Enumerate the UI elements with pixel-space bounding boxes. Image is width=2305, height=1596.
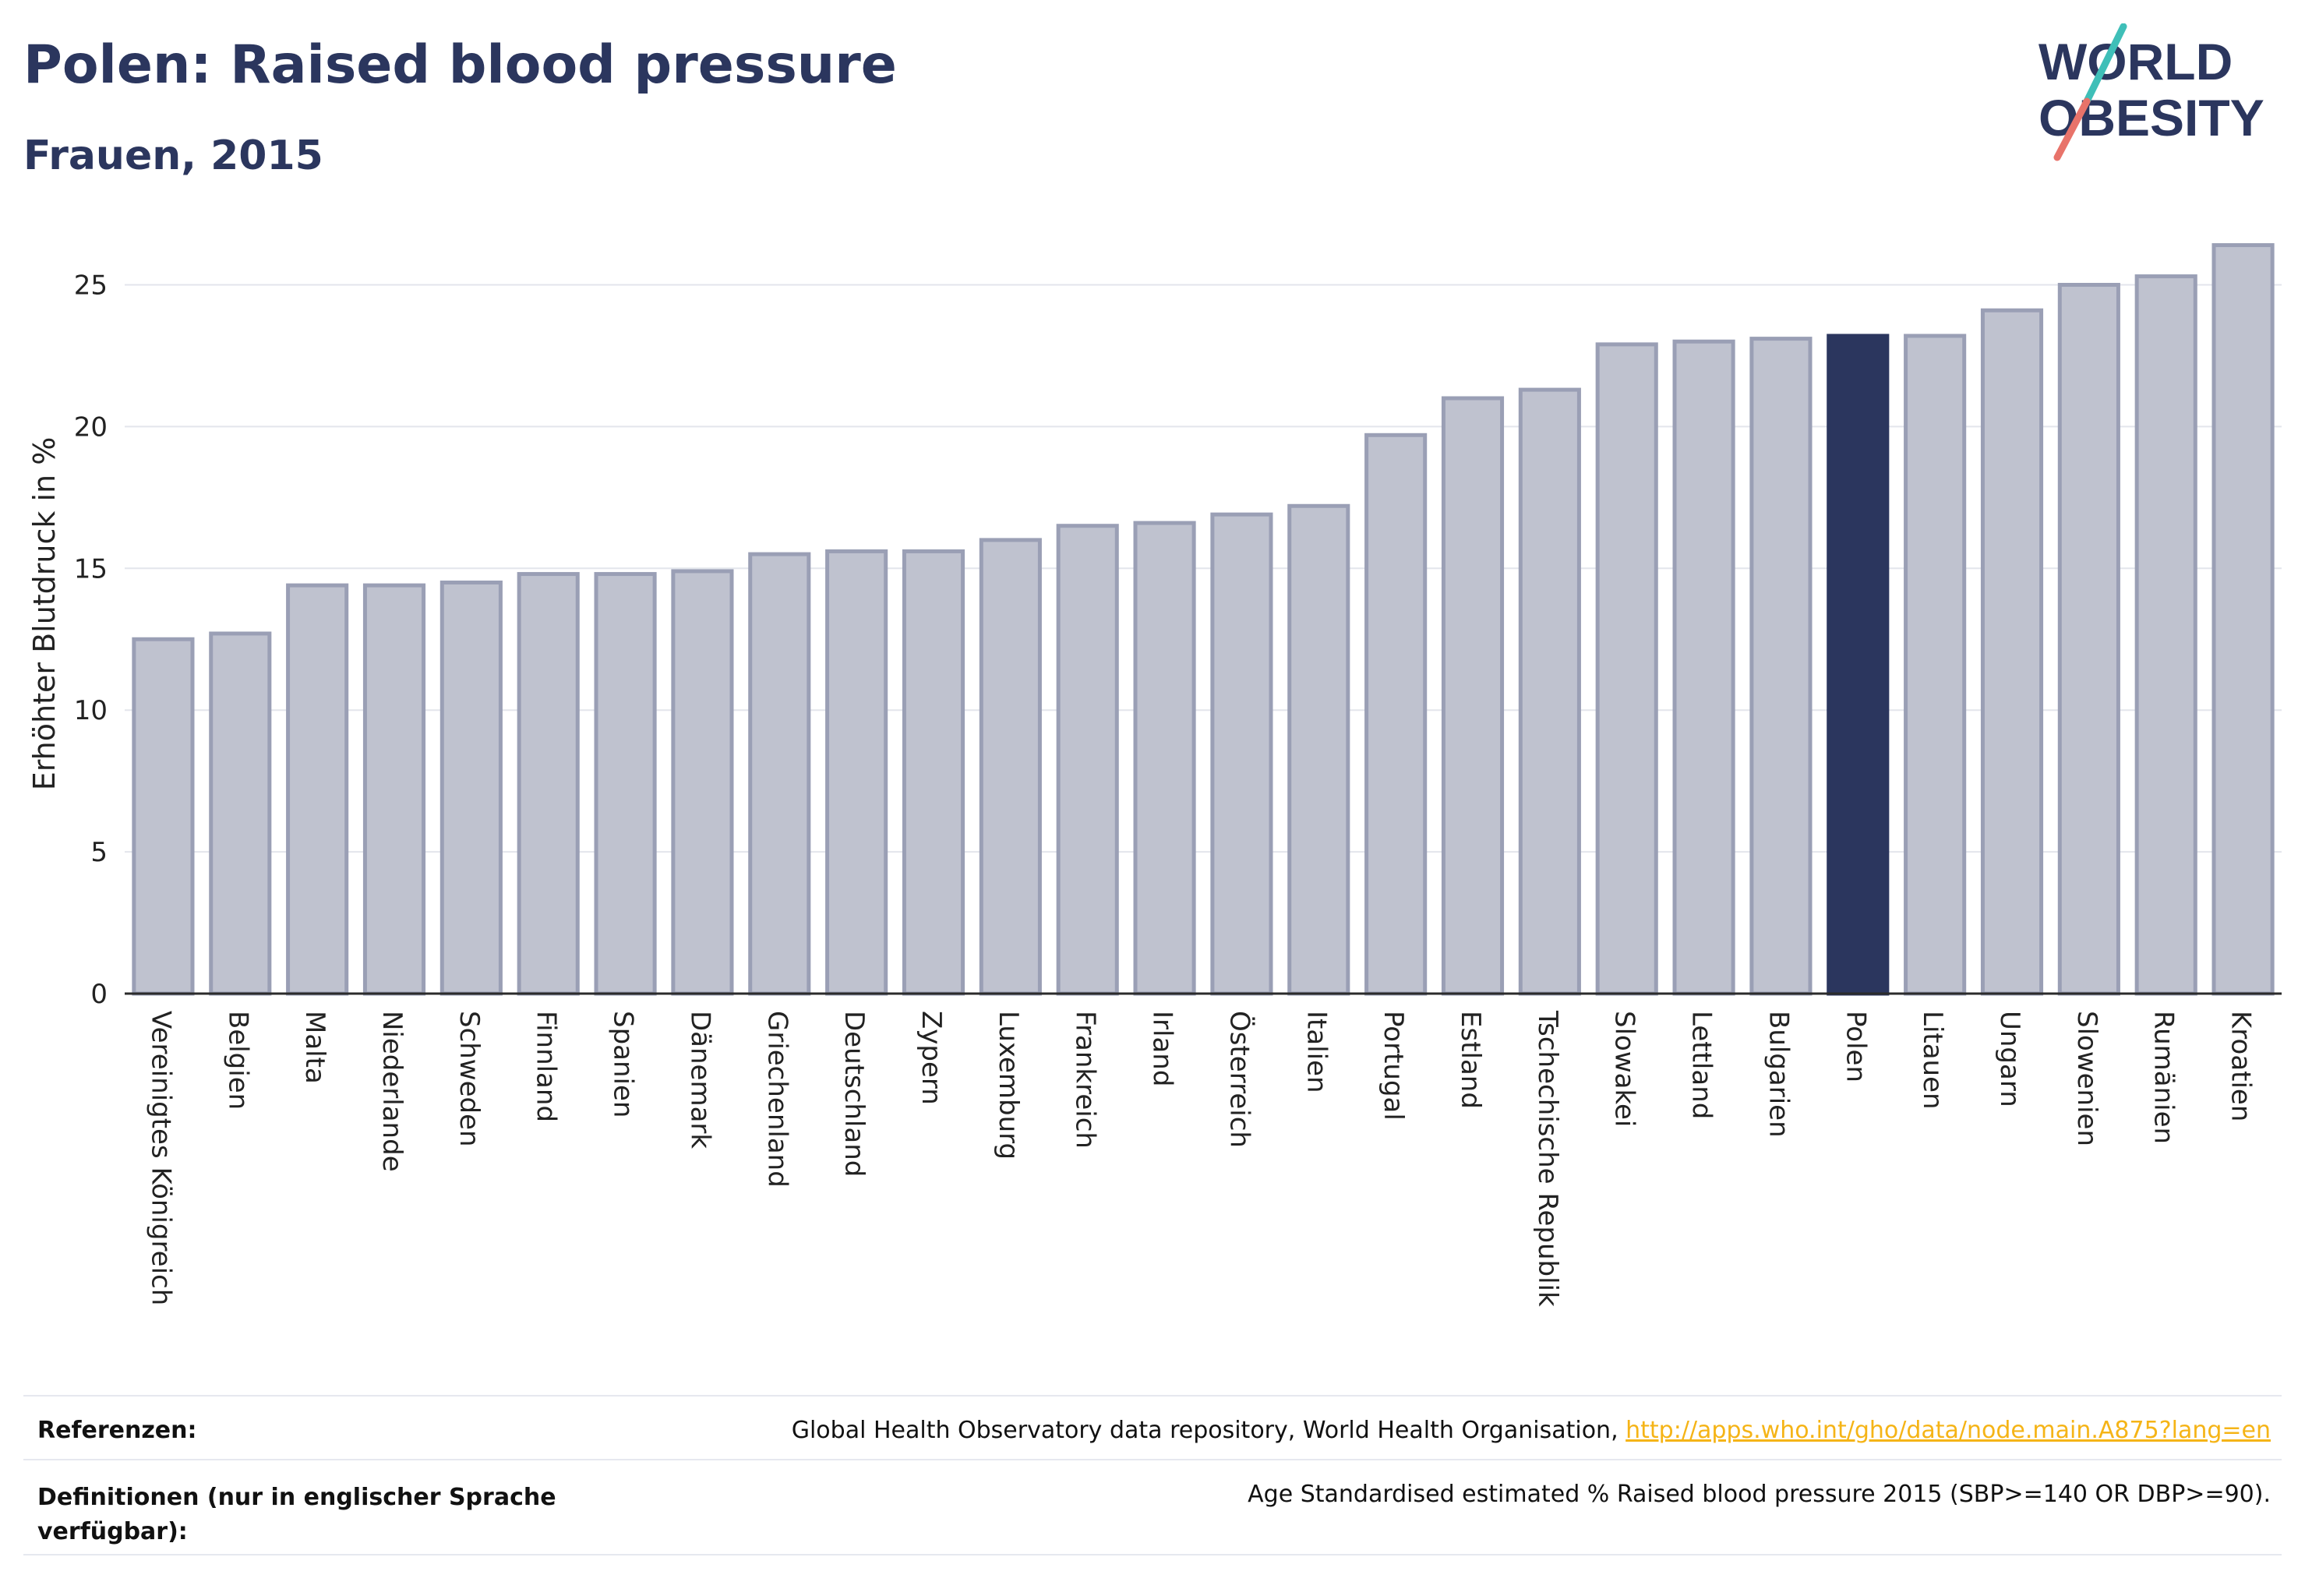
- chart-subtitle: Frauen, 2015: [23, 132, 323, 179]
- bar-malta: [286, 583, 349, 996]
- y-tick-label: 5: [90, 837, 108, 868]
- x-tick-label: Portugal: [1378, 1011, 1409, 1121]
- bar-österreich: [1210, 512, 1273, 996]
- x-tick-label: Luxemburg: [993, 1011, 1024, 1160]
- footer-divider-middle: [23, 1459, 2282, 1460]
- x-tick-label: Irland: [1147, 1011, 1178, 1086]
- x-tick-label: Slowenien: [2071, 1011, 2102, 1146]
- x-tick-label: Italien: [1301, 1011, 1332, 1093]
- definitions-text: Age Standardised estimated % Raised bloo…: [1248, 1481, 2271, 1508]
- bar-portugal: [1364, 433, 1428, 996]
- bar-belgien: [209, 631, 272, 996]
- x-tick-label: Rumänien: [2148, 1011, 2180, 1144]
- references-link[interactable]: http://apps.who.int/gho/data/node.main.A…: [1626, 1417, 2271, 1444]
- bar-niederlande: [362, 583, 426, 996]
- x-tick-label: Niederlande: [376, 1011, 408, 1172]
- footer-divider-top: [23, 1395, 2282, 1396]
- x-tick-label: Malta: [299, 1011, 330, 1084]
- x-tick-label: Frankreich: [1070, 1011, 1101, 1149]
- references-text: Global Health Observatory data repositor…: [792, 1417, 2271, 1444]
- bar-finnland: [517, 572, 580, 996]
- x-tick-label: Belgien: [222, 1011, 253, 1110]
- y-tick-label: 20: [74, 411, 108, 443]
- x-tick-label: Polen: [1840, 1011, 1871, 1082]
- world-obesity-logo: WORLD OBESITY: [2038, 23, 2264, 161]
- x-tick-label: Ungarn: [1994, 1011, 2025, 1107]
- bar-irland: [1133, 521, 1196, 996]
- bar-griechenland: [748, 552, 811, 996]
- bars: [132, 243, 2275, 996]
- x-tick-label: Estland: [1455, 1011, 1486, 1109]
- x-tick-label: Österreich: [1223, 1011, 1255, 1148]
- logo-line1: WORLD: [2038, 33, 2233, 90]
- bar-deutschland: [825, 549, 888, 996]
- definitions-label: Definitionen (nur in englischer Sprache …: [37, 1484, 556, 1545]
- y-axis-label: Erhöhter Blutdruck in %: [27, 437, 62, 791]
- x-tick-label: Spanien: [608, 1011, 639, 1118]
- references-source: Global Health Observatory data repositor…: [791, 1417, 1626, 1444]
- bar-slowenien: [2057, 282, 2120, 996]
- logo-slash-teal: [2083, 23, 2127, 105]
- x-tick-label: Kroatien: [2226, 1011, 2257, 1121]
- logo-slash-coral: [2053, 97, 2091, 161]
- footer-divider-bottom: [23, 1554, 2282, 1555]
- x-tick-label: Vereinigtes Königreich: [145, 1011, 176, 1305]
- bar-zypern: [902, 549, 965, 996]
- bar-tschechische-republik: [1518, 387, 1581, 996]
- bar-polen: [1827, 334, 1890, 996]
- x-tick-label: Bulgarien: [1763, 1011, 1794, 1138]
- bar-rumänien: [2134, 274, 2197, 996]
- x-tick-label: Lettland: [1686, 1011, 1717, 1119]
- bar-vereinigtes-königreich: [132, 637, 195, 996]
- x-tick-label: Tschechische Republik: [1532, 1010, 1563, 1307]
- bar-luxemburg: [979, 538, 1042, 996]
- bar-schweden: [439, 580, 503, 996]
- x-tick-label: Slowakei: [1609, 1011, 1640, 1127]
- x-tick-label: Schweden: [454, 1011, 485, 1147]
- references-label: Referenzen:: [37, 1417, 197, 1444]
- labels: 0 5 10 15 20 25 Vereinigtes Königreich Belgien M…: [27, 270, 2257, 1307]
- bar-dänemark: [671, 569, 734, 996]
- bar-spanien: [594, 572, 657, 996]
- bar-chart: 0 5 10 15 20 25 Vereinigtes Königreich Belgien M…: [27, 243, 2282, 1307]
- chart-title: Polen: Raised blood pressure: [23, 34, 897, 96]
- x-tick-label: Finnland: [531, 1011, 562, 1122]
- bar-estland: [1441, 396, 1505, 996]
- y-tick-label: 0: [90, 979, 108, 1010]
- x-tick-label: Zypern: [916, 1011, 947, 1105]
- x-tick-label: Dänemark: [684, 1011, 715, 1149]
- bar-ungarn: [1980, 308, 2044, 996]
- y-tick-label: 25: [74, 270, 108, 301]
- x-tick-label: Griechenland: [761, 1011, 792, 1188]
- bar-bulgarien: [1749, 337, 1813, 996]
- bar-lettland: [1672, 339, 1735, 996]
- y-tick-label: 10: [74, 695, 108, 726]
- bar-slowakei: [1595, 342, 1658, 996]
- x-tick-label: Litauen: [1917, 1011, 1948, 1110]
- bar-kroatien: [2211, 243, 2275, 996]
- bar-italien: [1287, 503, 1350, 996]
- y-tick-label: 15: [74, 553, 108, 584]
- bar-frankreich: [1056, 524, 1119, 996]
- bar-litauen: [1904, 334, 1967, 996]
- x-tick-label: Deutschland: [838, 1011, 870, 1177]
